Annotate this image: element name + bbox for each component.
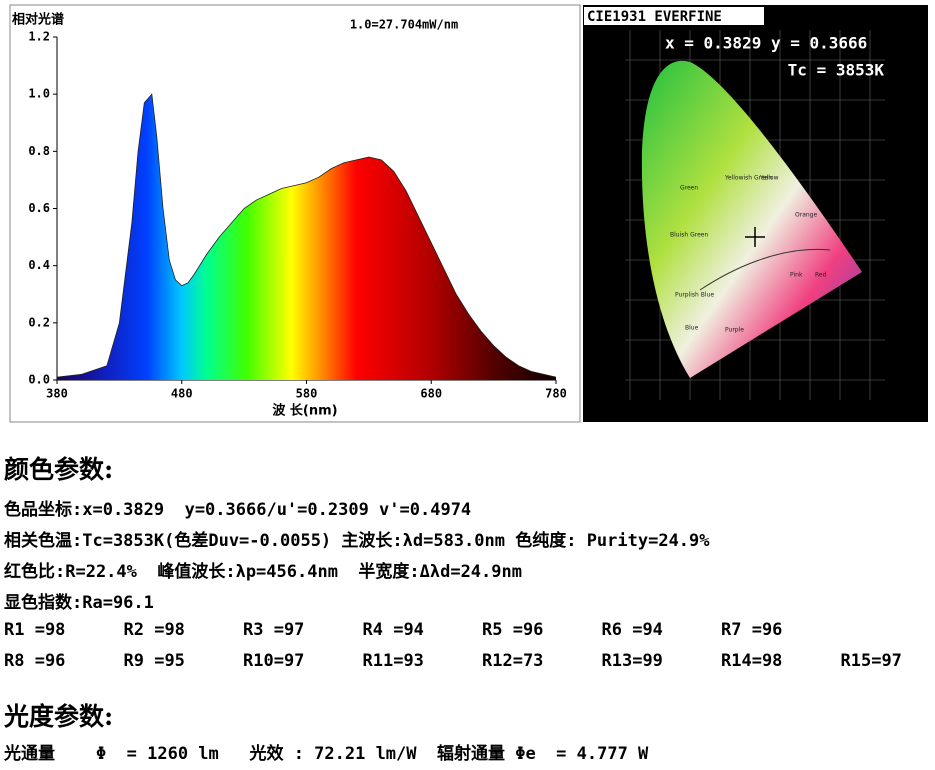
cie-coords: x = 0.3829 y = 0.3666	[665, 34, 867, 53]
planckian-locus	[699, 248, 831, 291]
section-heading: 光度参数:	[4, 702, 114, 731]
cie-tc: Tc = 3853K	[788, 61, 885, 80]
report-line: 显色指数:Ra=96.1	[4, 593, 154, 613]
photometric-line: 光通量 Φ = 1260 lm 光效 : 72.21 lm/W 辐射通量 Φe …	[4, 744, 649, 764]
section-heading: 颜色参数:	[4, 455, 114, 484]
cri-value: R3 =97	[243, 620, 305, 640]
y-tick-label: 0.8	[28, 144, 50, 158]
cri-value: R7 =96	[721, 620, 783, 640]
cri-value: R15=97	[840, 651, 902, 671]
cie-label: Green	[680, 185, 698, 192]
cie-title-bg	[584, 7, 764, 25]
x-tick-label: 780	[545, 387, 567, 401]
y-tick-label: 0.6	[28, 201, 50, 215]
cie-label: Yellow	[759, 175, 779, 182]
x-tick-label: 380	[46, 387, 68, 401]
cri-value: R4 =94	[362, 620, 424, 640]
x-tick-label: 580	[296, 387, 318, 401]
y-tick-label: 0.2	[28, 315, 50, 329]
y-tick-label: 1.2	[28, 30, 50, 44]
report-line: 色品坐标:x=0.3829 y=0.3666/u'=0.2309 v'=0.49…	[4, 500, 472, 520]
x-tick-label: 680	[420, 387, 442, 401]
spectrum-line	[56, 93, 557, 378]
cri-value: R9 =95	[123, 651, 185, 671]
chart-title: 相对光谱	[12, 12, 64, 28]
cie-label: Yellowish Green	[724, 175, 772, 182]
cie-horseshoe	[641, 60, 862, 378]
x-tick-label: 480	[171, 387, 193, 401]
cri-value: R13=99	[601, 651, 663, 671]
cri-value: R11=93	[362, 651, 424, 671]
cri-value: R1 =98	[4, 620, 66, 640]
charts: 相对光谱 1.0=27.704mW/nm 波 长(nm) CIE1931 EVE…	[9, 4, 928, 423]
cri-value: R14=98	[721, 651, 783, 671]
cie-label: Pink	[790, 272, 803, 279]
report-line: 红色比:R=22.4% 峰值波长:λp=456.4nm 半宽度:Δλd=24.9…	[4, 562, 522, 582]
report-line: 相关色温:Tc=3853K(色差Duv=-0.0055) 主波长:λd=583.…	[4, 531, 710, 551]
cri-value: R8 =96	[4, 651, 66, 671]
cie-label: Purplish Blue	[675, 292, 714, 299]
cri-value: R10=97	[243, 651, 305, 671]
x-axis-label: 波 长(nm)	[272, 403, 337, 419]
cie-label: Red	[815, 272, 827, 279]
y-tick-label: 0.4	[28, 258, 50, 272]
spectrum-area	[57, 94, 556, 381]
y-tick-label: 0.0	[28, 373, 50, 387]
cie-label: Orange	[795, 212, 817, 219]
cri-value: R6 =94	[601, 620, 663, 640]
cri-value: R2 =98	[123, 620, 185, 640]
cri-value: R5 =96	[482, 620, 544, 640]
annotation: 1.0=27.704mW/nm	[350, 18, 458, 32]
cie-label: Bluish Green	[670, 232, 708, 239]
y-tick-label: 1.0	[28, 87, 50, 101]
cie-label: Blue	[685, 325, 699, 332]
cie-label: Purple	[725, 327, 744, 334]
cie-title: CIE1931 EVERFINE	[587, 9, 722, 25]
cri-value: R12=73	[482, 651, 544, 671]
